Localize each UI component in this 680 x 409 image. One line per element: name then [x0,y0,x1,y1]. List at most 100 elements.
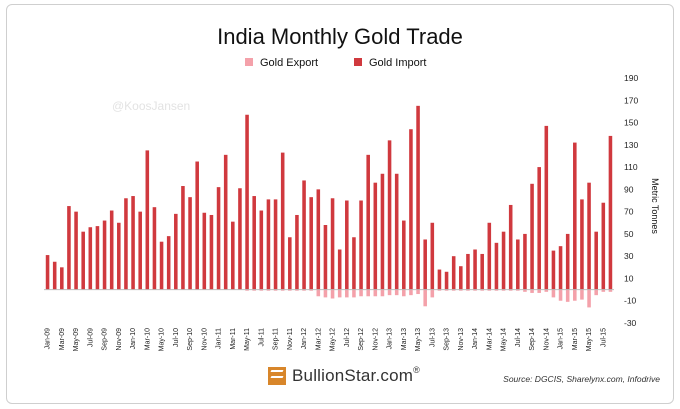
import-bar-apr-10 [152,207,157,290]
x-tick-label: Mar-13 [401,328,408,350]
x-tick-label: Sep-11 [273,328,280,350]
import-bar-jan-09 [45,255,50,290]
import-bar-mar-13 [402,220,406,290]
x-tick-label: May-12 [330,328,337,351]
import-bar-may-15 [587,182,591,290]
export-bar-may-11 [245,289,249,291]
import-bar-may-11 [245,114,249,290]
export-bar-aug-12 [352,289,356,298]
export-bar-dec-11 [295,289,299,291]
export-bar-aug-14 [523,289,527,292]
export-bar-feb-13 [394,289,399,296]
x-tick-label: Jul-14 [515,328,522,347]
watermark-text: @KoosJansen [112,99,191,113]
import-bar-mar-09 [60,267,64,290]
x-tick-label: Nov-12 [372,328,379,351]
y-tick-label: 190 [624,73,638,83]
legend-label-import: Gold Import [369,57,426,69]
x-tick-label: Jul-12 [344,328,351,347]
import-bar-jan-15 [558,246,563,290]
import-bar-nov-12 [373,182,378,290]
import-bar-mar-10 [145,150,150,290]
import-bar-dec-09 [124,198,128,290]
y-tick-label: 90 [624,184,634,194]
import-bar-may-10 [159,241,164,290]
import-bar-jan-11 [216,187,221,290]
export-bar-nov-14 [544,289,549,292]
import-bar-feb-10 [138,211,142,290]
export-bar-oct-14 [537,289,541,293]
import-bar-apr-15 [580,199,584,290]
import-bar-sep-11 [273,199,278,290]
export-bar-jul-12 [345,289,349,298]
x-tick-label: Jan-14 [472,328,479,350]
y-tick-label: 110 [624,162,638,172]
import-bar-aug-11 [266,199,271,290]
export-bar-mar-13 [402,289,406,297]
import-bar-nov-14 [544,125,549,290]
import-bar-jan-13 [387,140,392,290]
export-bar-jul-13 [430,289,435,298]
import-bar-nov-09 [117,222,121,290]
import-bar-sep-14 [530,183,534,290]
import-bar-sep-13 [444,271,449,290]
import-bar-sep-09 [102,220,107,290]
export-bar-may-14 [501,289,506,291]
import-bar-feb-09 [52,261,57,290]
x-tick-label: Mar-14 [486,328,493,350]
import-bar-jul-15 [601,202,606,290]
export-bar-oct-12 [366,289,370,297]
import-bar-jul-12 [345,200,349,290]
x-tick-label: Jan-15 [558,328,565,350]
import-bar-jan-12 [302,180,306,290]
import-bar-jun-11 [252,196,256,290]
x-tick-label: Mar-11 [230,328,237,350]
export-bar-jun-14 [508,289,513,291]
export-bar-oct-13 [451,289,456,291]
y-tick-label: 50 [624,229,634,239]
export-bar-jun-13 [423,289,427,307]
legend-swatch-export [245,58,253,66]
import-bar-apr-14 [494,242,499,290]
export-bar-jan-13 [387,289,392,296]
x-tick-label: Jan-12 [301,328,308,350]
import-bar-jun-14 [508,204,513,290]
import-bar-jun-13 [423,239,427,290]
import-bar-jun-10 [166,236,171,290]
import-bar-dec-14 [551,250,556,290]
x-tick-label: May-09 [73,328,80,351]
import-bar-oct-13 [451,256,456,290]
export-bar-sep-12 [359,289,363,297]
import-bar-may-14 [501,231,506,290]
import-bar-oct-12 [366,154,370,290]
x-tick-label: Sep-13 [444,328,451,351]
export-bar-sep-11 [273,289,278,291]
y-tick-label: -10 [624,296,637,306]
export-bar-may-12 [330,289,335,299]
x-tick-label: Jul-15 [600,328,607,347]
export-bar-mar-12 [316,289,321,297]
export-bar-oct-11 [280,289,285,291]
export-bar-nov-13 [459,289,463,291]
y-axis-label: Metric Tonnes [650,178,660,234]
import-bar-dec-13 [466,253,470,290]
import-bar-dec-10 [209,214,214,290]
import-bar-jul-14 [516,239,520,290]
import-bar-aug-15 [608,135,613,290]
export-bar-sep-13 [444,289,449,291]
x-tick-label: Jan-11 [216,328,223,349]
legend-swatch-import [354,58,362,66]
y-tick-label: 70 [624,207,634,217]
export-bar-mar-15 [573,289,577,301]
x-tick-label: Jul-09 [87,328,94,347]
x-tick-label: May-15 [586,328,593,351]
export-bar-apr-13 [409,289,413,296]
bullionstar-logo-icon [268,367,286,385]
import-bar-jul-10 [174,213,178,290]
y-axis-ticks: -30 -10 10 30 50 70 90 110 130 150 170 190 [624,73,638,328]
import-bar-nov-13 [459,266,463,290]
export-bar-jul-14 [516,289,520,291]
export-bar-apr-12 [323,289,328,298]
import-bar-jan-10 [131,196,135,290]
x-tick-label: Mar-09 [59,328,66,350]
